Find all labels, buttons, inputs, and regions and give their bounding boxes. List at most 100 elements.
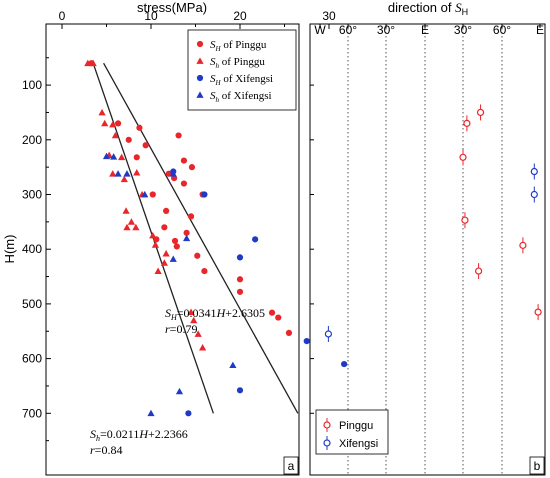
data-point-triangle bbox=[183, 234, 191, 242]
legend-label: SH of Pinggu bbox=[210, 39, 267, 53]
y-tick-label: 600 bbox=[22, 352, 42, 366]
data-point-circle bbox=[236, 387, 244, 394]
legend-label: Sh of Pinggu bbox=[210, 56, 265, 70]
data-point-triangle bbox=[133, 169, 141, 176]
legend-pinggu-label: Pinggu bbox=[339, 420, 373, 432]
direction-marker bbox=[461, 212, 469, 229]
legend-label: SH of Xifengsi bbox=[210, 73, 273, 87]
data-point-triangle bbox=[89, 59, 97, 67]
legend-marker bbox=[196, 57, 204, 64]
y-tick-label: 100 bbox=[22, 78, 42, 92]
panel-a-ylabel: H(m) bbox=[2, 235, 17, 264]
panel-b-frame bbox=[309, 23, 546, 476]
data-point-circle bbox=[252, 236, 259, 243]
data-point-circle bbox=[188, 164, 196, 171]
direction-marker bbox=[463, 115, 471, 132]
x-tick-label: 30 bbox=[322, 9, 336, 23]
data-point-circle bbox=[236, 254, 244, 261]
data-point-circle bbox=[163, 207, 170, 215]
x-tick-label: 10 bbox=[144, 9, 158, 23]
b-tick-label: W bbox=[314, 23, 326, 37]
data-point-circle bbox=[303, 337, 310, 345]
direction-marker bbox=[476, 104, 485, 121]
legend-marker bbox=[196, 91, 204, 98]
direction-marker bbox=[534, 304, 542, 321]
panel-b-title: direction of SH bbox=[388, 0, 468, 17]
b-tick-label: E bbox=[421, 23, 429, 37]
y-tick-label: 400 bbox=[22, 242, 42, 256]
data-point-triangle bbox=[175, 387, 184, 395]
b-tick-label: E bbox=[536, 23, 544, 37]
data-point-circle bbox=[142, 142, 149, 149]
data-point-circle bbox=[236, 288, 244, 295]
panel-b-legend: Pinggu Xifengsi bbox=[315, 409, 389, 455]
data-point-circle bbox=[175, 132, 182, 139]
b-tick-label: 60° bbox=[339, 23, 357, 37]
data-point-triangle bbox=[84, 59, 92, 67]
data-point-triangle bbox=[154, 267, 162, 274]
legend-label: Sh of Xifengsi bbox=[210, 90, 272, 104]
data-point-triangle bbox=[151, 241, 160, 248]
data-point-triangle bbox=[109, 120, 117, 128]
data-point-triangle bbox=[160, 259, 168, 266]
data-point-triangle bbox=[118, 153, 126, 161]
data-point-triangle bbox=[123, 170, 131, 177]
data-point-circle bbox=[133, 154, 140, 161]
direction-marker bbox=[530, 186, 538, 203]
y-tick-label: 200 bbox=[22, 133, 42, 147]
panel-a-regression-lines bbox=[92, 62, 299, 414]
b-tick-label: 60° bbox=[493, 23, 511, 37]
data-point-triangle bbox=[169, 255, 177, 262]
data-point-circle bbox=[114, 120, 122, 127]
data-point-triangle bbox=[187, 308, 195, 315]
direction-marker bbox=[324, 325, 332, 342]
data-point-triangle bbox=[190, 316, 198, 324]
legend-xifengsi-marker bbox=[323, 436, 331, 450]
data-point-circle bbox=[201, 191, 208, 198]
panel-a-points bbox=[84, 59, 348, 417]
data-point-circle bbox=[180, 157, 188, 164]
x-tick-label: 0 bbox=[59, 9, 66, 23]
direction-marker bbox=[530, 163, 538, 180]
b-tick-label: 30° bbox=[377, 23, 395, 37]
panel-a-legend: SH of Pinggu Sh of Pinggu SH of Xifengsi Sh… bbox=[187, 29, 297, 111]
data-point-circle bbox=[285, 329, 293, 336]
data-point-triangle bbox=[149, 231, 157, 239]
x-tick-label: 20 bbox=[233, 9, 247, 23]
data-point-triangle bbox=[101, 119, 109, 127]
data-point-triangle bbox=[194, 330, 202, 337]
y-tick-label: 700 bbox=[22, 406, 42, 420]
data-point-circle bbox=[341, 360, 348, 368]
direction-marker bbox=[475, 263, 483, 280]
data-point-triangle bbox=[162, 249, 170, 257]
sh-equation: SH=0.0341H+2.6305 bbox=[165, 306, 265, 322]
data-point-circle bbox=[183, 229, 190, 236]
data-point-triangle bbox=[120, 175, 128, 183]
data-point-circle bbox=[194, 252, 201, 259]
data-point-triangle bbox=[109, 170, 117, 177]
data-point-triangle bbox=[122, 207, 130, 214]
y-tick-label: 500 bbox=[22, 297, 42, 311]
y-tick-label: 300 bbox=[22, 188, 42, 202]
data-point-circle bbox=[236, 276, 244, 283]
data-point-triangle bbox=[98, 108, 106, 116]
direction-marker bbox=[519, 237, 527, 254]
panel-b-legend-box bbox=[315, 409, 389, 455]
data-point-triangle bbox=[127, 218, 136, 225]
data-point-triangle bbox=[110, 153, 118, 160]
panel-a-legend-box bbox=[187, 29, 297, 111]
data-point-circle bbox=[268, 309, 276, 316]
legend-marker bbox=[196, 74, 204, 82]
sh-r-value: r=0.79 bbox=[165, 322, 197, 336]
legend-pinggu-marker bbox=[323, 418, 331, 432]
panel-a-label: a bbox=[288, 459, 295, 473]
data-point-triangle bbox=[229, 361, 237, 369]
regression-line bbox=[103, 62, 299, 414]
data-point-circle bbox=[201, 267, 208, 275]
data-point-circle bbox=[275, 314, 282, 321]
data-point-circle bbox=[149, 191, 156, 198]
data-point-circle bbox=[187, 213, 195, 220]
data-point-triangle bbox=[169, 170, 177, 177]
data-point-circle bbox=[136, 124, 143, 131]
